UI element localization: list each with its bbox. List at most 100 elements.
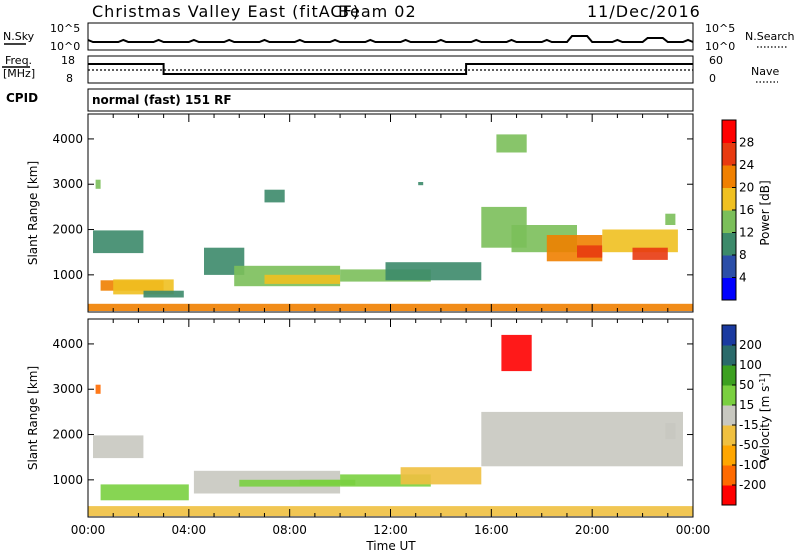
nave-tick-bottom: 0: [709, 72, 716, 85]
velocity-colorbar-label-1: 100: [739, 358, 762, 372]
freq-label-line2: [MHz]: [3, 67, 35, 80]
power-panel: 1000 2000 3000 4000 Slant Range [km] 4 8 12 16…: [26, 113, 772, 313]
date-label: 11/Dec/2016: [587, 2, 701, 21]
freq-tick-bottom: 8: [66, 72, 73, 85]
velocity-colorbar-label-3: 15: [739, 398, 754, 412]
x-axis-label: Time UT: [365, 539, 416, 553]
x-tick-label-5: 20:00: [575, 523, 610, 537]
power-colorbar-swatch-3: [722, 210, 736, 233]
velocity-colorbar-label: Velocity [m s-1]: [758, 373, 772, 463]
power-cell-12: [577, 245, 603, 258]
power-cell-20: [665, 213, 676, 225]
power-cell-0: [93, 230, 144, 254]
x-tick-label-6: 00:00: [676, 523, 711, 537]
power-colorbar-swatch-5: [722, 165, 736, 188]
power-cell-6: [264, 274, 341, 284]
velocity-cell-1: [100, 484, 189, 501]
power-colorbar-swatch-6: [722, 142, 736, 166]
velocity-cell-10: [299, 479, 356, 486]
power-cell-13: [602, 229, 678, 253]
power-colorbar-swatch-0: [722, 277, 736, 301]
nave-tick-top: 60: [709, 54, 723, 67]
power-yticks: 1000 2000 3000 4000: [52, 132, 693, 282]
velocity-colorbar-swatch-3: [722, 425, 736, 446]
nsky-line: [87, 35, 694, 43]
velocity-colorbar-swatch-0: [722, 485, 736, 506]
power-colorbar-label-2: 12: [739, 226, 754, 240]
velocity-ylabel: Slant Range [km]: [26, 366, 40, 470]
velocity-ytick-label-3: 4000: [52, 337, 83, 351]
plot-title: Christmas Valley East (fitACF): [92, 2, 360, 21]
power-cell-15: [496, 134, 527, 153]
velocity-colorbar-label-5: -50: [739, 438, 759, 452]
velocity-colorbar-swatch-5: [722, 385, 736, 406]
power-cell-3: [143, 290, 184, 298]
x-tick-label-2: 08:00: [272, 523, 307, 537]
cpid-strip: CPID normal (fast) 151 RF: [6, 88, 694, 112]
nsky-tick-bottom: 10^0: [50, 40, 80, 53]
nave-label: Nave: [751, 65, 779, 78]
velocity-colorbar: 200 100 50 15 -15 -50 -100 -200: [721, 324, 766, 506]
power-cell-2: [113, 279, 174, 295]
power-colorbar-label-5: 24: [739, 158, 754, 172]
power-ylabel: Slant Range [km]: [26, 161, 40, 265]
power-cell-17: [95, 179, 101, 189]
power-ytick-label-2: 3000: [52, 177, 83, 191]
power-ytick-label-3: 4000: [52, 132, 83, 146]
beam-label: Beam 02: [338, 2, 417, 21]
velocity-colorbar-label-6: -100: [739, 458, 766, 472]
velocity-colorbar-label-7: -200: [739, 478, 766, 492]
power-cells: [88, 134, 693, 311]
nsearch-label: N.Search: [745, 30, 795, 43]
power-colorbar-swatch-2: [722, 232, 736, 256]
freq-line: [88, 63, 693, 75]
velocity-panel: 1000 2000 3000 4000 00:00 04:00 08:00 12:00 16:…: [26, 318, 772, 553]
power-colorbar: 4 8 12 16 20 24 28: [721, 119, 754, 301]
velocity-colorbar-label-2: 50: [739, 378, 754, 392]
nsky-label: N.Sky: [3, 30, 35, 43]
velocity-ytick-label-1: 2000: [52, 428, 83, 442]
velocity-cell-9: [95, 384, 101, 394]
cpid-value: normal (fast) 151 RF: [92, 93, 232, 107]
freq-label-line1: Freq.: [5, 54, 32, 67]
velocity-xticks: 00:00 04:00 08:00 12:00 16:00 20:00 00:00: [71, 319, 711, 537]
x-tick-label-0: 00:00: [71, 523, 106, 537]
power-colorbar-label-0: 4: [739, 271, 747, 285]
velocity-colorbar-swatch-1: [722, 465, 736, 486]
nsearch-tick-top: 10^5: [705, 22, 735, 35]
velocity-cells: [88, 334, 693, 517]
velocity-ytick-label-0: 1000: [52, 473, 83, 487]
power-colorbar-swatch-7: [722, 120, 736, 143]
velocity-cell-7: [501, 334, 532, 372]
power-colorbar-swatch-4: [722, 187, 736, 211]
velocity-colorbar-swatch-6: [722, 365, 736, 386]
power-colorbar-label-1: 8: [739, 248, 747, 262]
velocity-cell-3: [239, 479, 341, 487]
power-colorbar-label-3: 16: [739, 203, 754, 217]
velocity-colorbar-frame: [721, 324, 737, 506]
velocity-cell-0: [93, 435, 144, 459]
velocity-yticks: 1000 2000 3000 4000: [52, 337, 693, 487]
velocity-cell-6: [481, 411, 683, 467]
velocity-colorbar-swatch-8: [722, 325, 736, 346]
velocity-colorbar-swatch-7: [722, 345, 736, 366]
velocity-colorbar-label-0: 200: [739, 338, 762, 352]
nsky-strip: N.Sky 10^5 10^0 10^5 10^0 N.Search: [3, 22, 795, 53]
nsky-tick-top: 10^5: [50, 22, 80, 35]
power-ytick-label-0: 1000: [52, 268, 83, 282]
nsearch-tick-bottom: 10^0: [705, 40, 735, 53]
freq-strip: Freq. [MHz] 18 8 60 0 Nave: [2, 54, 779, 85]
freq-tick-top: 18: [61, 54, 75, 67]
velocity-cell-11: [665, 423, 676, 440]
power-colorbar-swatch-1: [722, 255, 736, 278]
x-tick-label-1: 04:00: [172, 523, 207, 537]
power-cell-18: [264, 189, 285, 203]
velocity-cell-5: [400, 467, 482, 485]
power-ytick-label-1: 2000: [52, 223, 83, 237]
velocity-ytick-label-2: 3000: [52, 382, 83, 396]
velocity-colorbar-swatch-2: [722, 445, 736, 466]
power-cell-19: [418, 182, 424, 186]
velocity-colorbar-label-4: -15: [739, 418, 759, 432]
cpid-label: CPID: [6, 91, 38, 105]
